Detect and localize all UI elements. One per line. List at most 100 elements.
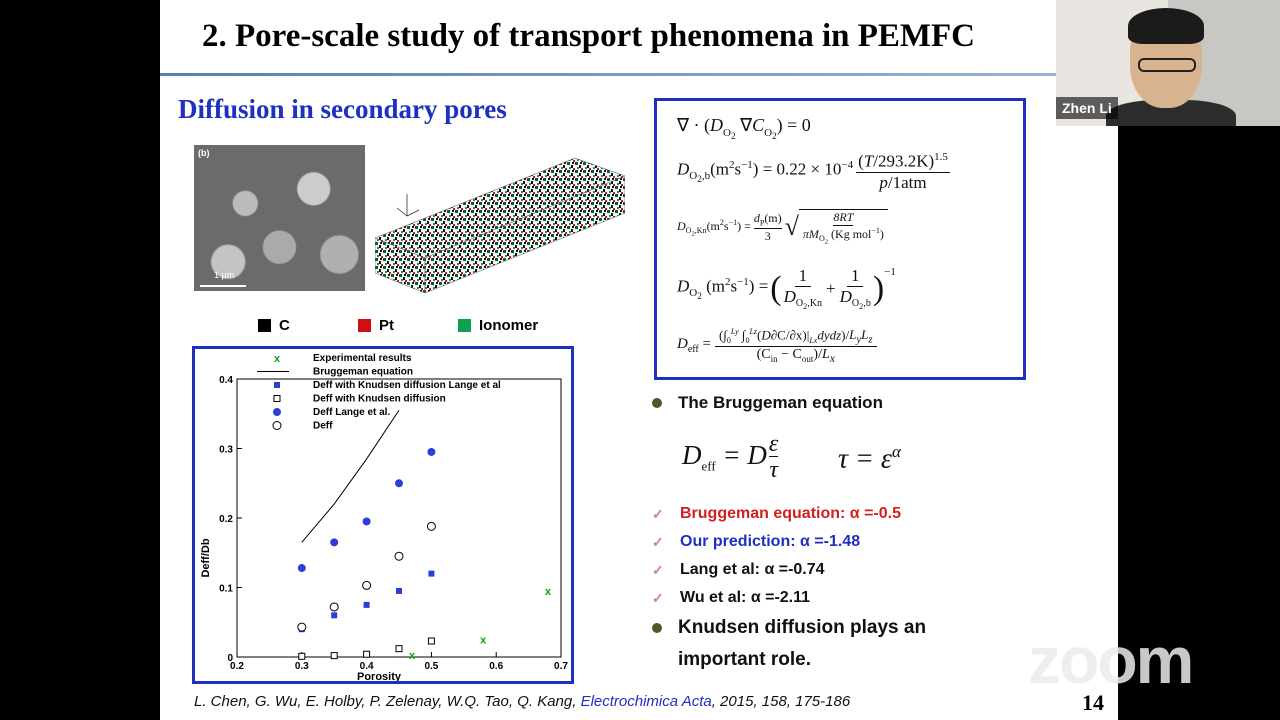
bullet-dot-icon (652, 398, 662, 408)
equation-bulk-diffusivity: DO2,b(m2s−1) = 0.22 × 10−4 (T/293.2K)1.5… (677, 151, 950, 192)
background-strip (1118, 126, 1280, 720)
check-item-bruggeman: ✓ Bruggeman equation: α =-0.5 (652, 505, 901, 523)
legend-label-ionomer: Ionomer (479, 317, 539, 334)
equations-panel: ∇ · (DO2 ∇CO2) = 0 DO2,b(m2s−1) = 0.22 ×… (654, 98, 1026, 380)
data-point-open-circle (329, 602, 339, 612)
legend-marker-sample (274, 382, 280, 388)
sem-scale-label: 1 μm (214, 270, 235, 280)
legend-marker-sample (273, 395, 281, 402)
legend-entry-label: Bruggeman equation (313, 367, 413, 378)
equation-knudsen-diffusivity: DO2,Kn(m2s−1) = dP(m) 3 √ 8RT πMO2 (Kg mo… (677, 209, 888, 246)
bullet-knudsen-line1: Knudsen diffusion plays an (678, 617, 927, 638)
check-text-bruggeman: Bruggeman equation: α =-0.5 (680, 505, 901, 522)
legend-entry-label: Deff with Knudsen diffusion Lange et al (313, 380, 501, 391)
equation-effective-diffusivity: Deff = (∫0Ly ∫0Lz(D∂C/∂x)|Lxdydz)/LyLz (… (677, 327, 877, 365)
data-point-filled-square (396, 587, 402, 594)
formula-bruggeman-deff: Deff = D ε τ (682, 431, 779, 483)
data-point-open-circle (426, 521, 436, 531)
data-point-filled-circle (427, 447, 436, 456)
plot-area-border (236, 378, 562, 658)
x-axis-label: Porosity (357, 671, 402, 681)
y-tick-label: 0.4 (219, 375, 233, 386)
data-point-open-square (427, 637, 435, 645)
sem-micrograph: (b) 1 μm (194, 145, 365, 291)
x-tick-label: 0.6 (489, 661, 503, 672)
legend-entry-label: Deff (313, 421, 333, 432)
data-point-filled-circle (395, 479, 403, 488)
bullet-dot-icon (652, 623, 662, 633)
sem-scale-bar (200, 285, 246, 287)
data-point-open-square (298, 652, 306, 660)
participant-hair (1128, 8, 1204, 44)
check-icon: ✓ (652, 533, 664, 550)
legend-marker-sample: x (274, 353, 281, 365)
data-point-open-square (363, 650, 371, 658)
data-point-open-circle (297, 622, 307, 632)
legend-entry-label: Experimental results (313, 353, 412, 364)
check-item-wu: ✓ Wu et al: α =-2.11 (652, 589, 810, 607)
check-icon: ✓ (652, 589, 664, 606)
sem-panel-label: (b) (198, 148, 210, 158)
data-point-x: x (409, 650, 416, 662)
bullet-bruggeman-text: The Bruggeman equation (678, 393, 883, 412)
pore-structure-3d-render (375, 157, 625, 293)
formula-tortuosity: τ = εα (838, 442, 901, 475)
y-tick-label: 0.3 (219, 445, 233, 456)
check-text-our-prediction: Our prediction: α =-1.48 (680, 533, 861, 550)
y-tick-label: 0.1 (219, 584, 233, 595)
check-text-lang: Lang et al: α =-0.74 (680, 561, 825, 578)
x-tick-label: 0.5 (424, 661, 438, 672)
equation-diffusion: ∇ · (DO2 ∇CO2) = 0 (677, 115, 811, 141)
data-point-open-square (395, 645, 403, 653)
bullet-bruggeman-heading: The Bruggeman equation (652, 393, 883, 413)
citation-authors: L. Chen, G. Wu, E. Holby, P. Zelenay, W.… (194, 693, 577, 710)
diffusivity-chart-frame: 0.2 0.3 0.4 0.5 0.6 0.7 0 0.1 0.2 0.3 0.4 Porosity D… (192, 346, 574, 684)
data-point-x: x (480, 635, 487, 647)
participant-name-tag: Zhen Li (1056, 97, 1118, 119)
data-point-filled-square (363, 601, 370, 608)
check-item-our-prediction: ✓ Our prediction: α =-1.48 (652, 533, 860, 551)
slide-title: 2. Pore-scale study of transport phenome… (202, 18, 976, 54)
legend-item-ionomer: Ionomer (458, 317, 538, 334)
data-point-open-circle (394, 551, 404, 561)
slide-subtitle: Diffusion in secondary pores (178, 94, 507, 124)
x-tick-label: 0.3 (295, 661, 309, 672)
legend-swatch-c (258, 319, 271, 332)
y-tick-label: 0.2 (219, 514, 233, 525)
citation: L. Chen, G. Wu, E. Holby, P. Zelenay, W.… (194, 693, 850, 710)
check-text-wu: Wu et al: α =-2.11 (680, 589, 811, 606)
x-tick-label: 0.4 (360, 661, 374, 672)
data-point-filled-circle (362, 517, 371, 526)
data-point-open-square (330, 652, 338, 660)
data-point-open-circle (362, 580, 372, 590)
legend-entry-label: Deff Lange et al. (313, 407, 390, 418)
legend-swatch-ionomer (458, 319, 471, 332)
x-tick-label: 0.7 (554, 661, 568, 672)
y-tick-label: 0 (227, 653, 233, 664)
legend-item-c: C (258, 317, 290, 334)
legend-item-pt: Pt (358, 317, 394, 334)
data-point-filled-circle (330, 538, 339, 547)
bullet-knudsen-continued: important role. (678, 649, 811, 671)
bullet-knudsen: Knudsen diffusion plays an (652, 617, 926, 639)
data-point-x: x (545, 586, 552, 598)
check-icon: ✓ (652, 505, 664, 522)
data-point-filled-square (331, 612, 338, 619)
bullet-knudsen-line2: important role. (678, 649, 812, 670)
data-point-filled-circle (297, 564, 306, 573)
diffusivity-chart: 0.2 0.3 0.4 0.5 0.6 0.700.10.20.30.4PorosityD… (200, 353, 568, 681)
zoom-watermark: zoom (1028, 623, 1194, 697)
presentation-slide: 2. Pore-scale study of transport phenome… (160, 0, 1118, 720)
legend-label-c: C (279, 317, 290, 334)
legend-label-pt: Pt (379, 317, 394, 334)
legend-swatch-pt (358, 319, 371, 332)
citation-journal: Electrochimica Acta (580, 693, 712, 710)
check-icon: ✓ (652, 561, 664, 578)
citation-details: , 2015, 158, 175-186 (711, 693, 851, 710)
bruggeman-equation-line (301, 409, 400, 543)
page-number: 14 (1082, 690, 1104, 715)
x-tick-label: 0.2 (230, 661, 244, 672)
legend-entry-label: Deff with Knudsen diffusion (313, 394, 446, 405)
legend-marker-sample (273, 408, 281, 416)
participant-video-tile[interactable]: Zhen Li (1056, 0, 1280, 126)
